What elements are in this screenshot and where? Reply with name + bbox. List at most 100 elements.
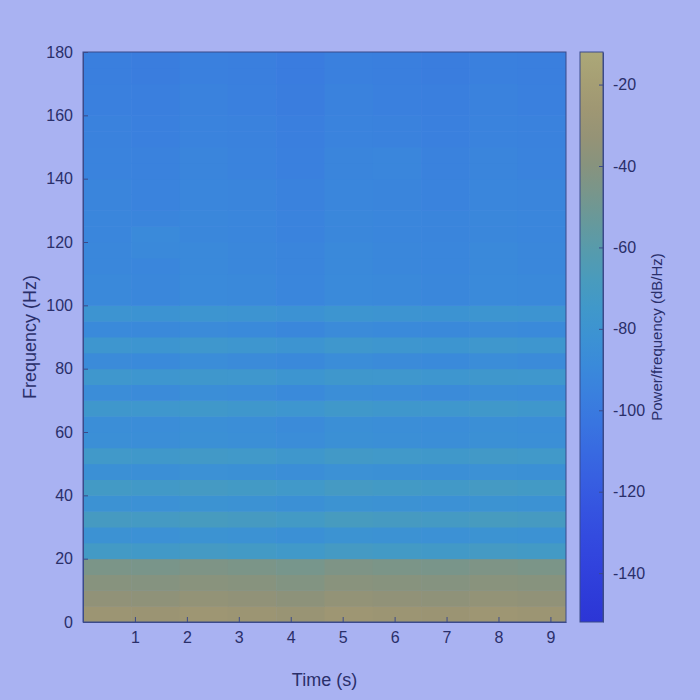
cell [180, 258, 229, 274]
tick: -60 [599, 239, 636, 256]
cell [518, 258, 566, 274]
cell [131, 179, 180, 195]
cell [228, 480, 277, 496]
cell [276, 100, 325, 116]
tick-mark [599, 410, 603, 411]
cell [469, 606, 518, 622]
cell [83, 464, 132, 480]
cell [228, 575, 277, 591]
cell [180, 590, 229, 606]
cell [421, 559, 470, 575]
tick: -100 [599, 402, 645, 419]
cell [131, 163, 180, 179]
cell [518, 115, 566, 131]
cell [228, 321, 277, 337]
cell [180, 290, 229, 306]
cell [469, 52, 518, 68]
cell [228, 495, 277, 511]
cell [131, 337, 180, 353]
cell [276, 84, 325, 100]
cell [276, 242, 325, 258]
tick-label: 20 [55, 550, 73, 567]
cell [373, 242, 422, 258]
cell [325, 511, 374, 527]
tick-mark [599, 573, 603, 574]
cell [180, 131, 229, 147]
tick-label: 180 [46, 44, 73, 61]
x-axis: 123456789 [84, 617, 567, 646]
cell [83, 400, 132, 416]
cell [469, 210, 518, 226]
cell [469, 100, 518, 116]
cell [83, 416, 132, 432]
cell [276, 448, 325, 464]
tick-mark [291, 617, 292, 622]
tick-label: -80 [613, 320, 636, 337]
cell [469, 274, 518, 290]
cell [83, 115, 132, 131]
cell [228, 353, 277, 369]
cell [228, 527, 277, 543]
cell [325, 210, 374, 226]
cell [518, 305, 566, 321]
cell [276, 527, 325, 543]
cell [83, 606, 132, 622]
tick-label: 2 [183, 629, 192, 646]
cell [83, 226, 132, 242]
cell [325, 147, 374, 163]
cell [180, 575, 229, 591]
background [0, 0, 700, 700]
tick-label: 80 [55, 360, 73, 377]
cell [276, 290, 325, 306]
cell [421, 84, 470, 100]
cell [228, 100, 277, 116]
cell [421, 527, 470, 543]
cell [518, 147, 566, 163]
cell [421, 337, 470, 353]
cell [469, 131, 518, 147]
cell [421, 242, 470, 258]
cell [131, 543, 180, 559]
cell [276, 305, 325, 321]
tick-mark [187, 617, 188, 622]
cell [276, 210, 325, 226]
cell [131, 52, 180, 68]
cell [131, 195, 180, 211]
tick-mark [83, 242, 88, 243]
cell [131, 559, 180, 575]
tick-label: 60 [55, 424, 73, 441]
cell [276, 543, 325, 559]
tick-mark [83, 622, 88, 623]
cell [131, 385, 180, 401]
cell [131, 527, 180, 543]
cell [421, 606, 470, 622]
cell [180, 416, 229, 432]
cell [421, 590, 470, 606]
cell [180, 115, 229, 131]
cell [469, 290, 518, 306]
cell [373, 290, 422, 306]
tick-label: 140 [46, 170, 73, 187]
cell [131, 258, 180, 274]
cell [276, 163, 325, 179]
cell [180, 495, 229, 511]
cell [180, 543, 229, 559]
cell [421, 305, 470, 321]
cell [180, 147, 229, 163]
tick-mark [239, 617, 240, 622]
cell [373, 543, 422, 559]
cell [228, 84, 277, 100]
tick-mark [135, 617, 136, 622]
tick-mark [395, 617, 396, 622]
cell [469, 115, 518, 131]
cell [325, 353, 374, 369]
cell [276, 432, 325, 448]
y-axis-title: Frequency (Hz) [20, 275, 40, 399]
tick: 0 [64, 614, 88, 631]
cell [421, 321, 470, 337]
cell [131, 321, 180, 337]
tick: 140 [46, 170, 88, 187]
cell [228, 432, 277, 448]
cell [325, 527, 374, 543]
cell [373, 337, 422, 353]
